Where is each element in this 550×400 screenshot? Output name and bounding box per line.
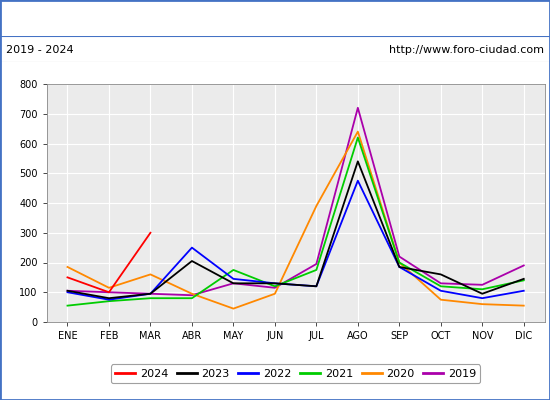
Text: http://www.foro-ciudad.com: http://www.foro-ciudad.com	[389, 45, 544, 55]
Legend: 2024, 2023, 2022, 2021, 2020, 2019: 2024, 2023, 2022, 2021, 2020, 2019	[111, 364, 481, 383]
Text: Evolucion Nº Turistas Nacionales en el municipio de Armenteros: Evolucion Nº Turistas Nacionales en el m…	[35, 12, 515, 24]
Text: 2019 - 2024: 2019 - 2024	[6, 45, 73, 55]
